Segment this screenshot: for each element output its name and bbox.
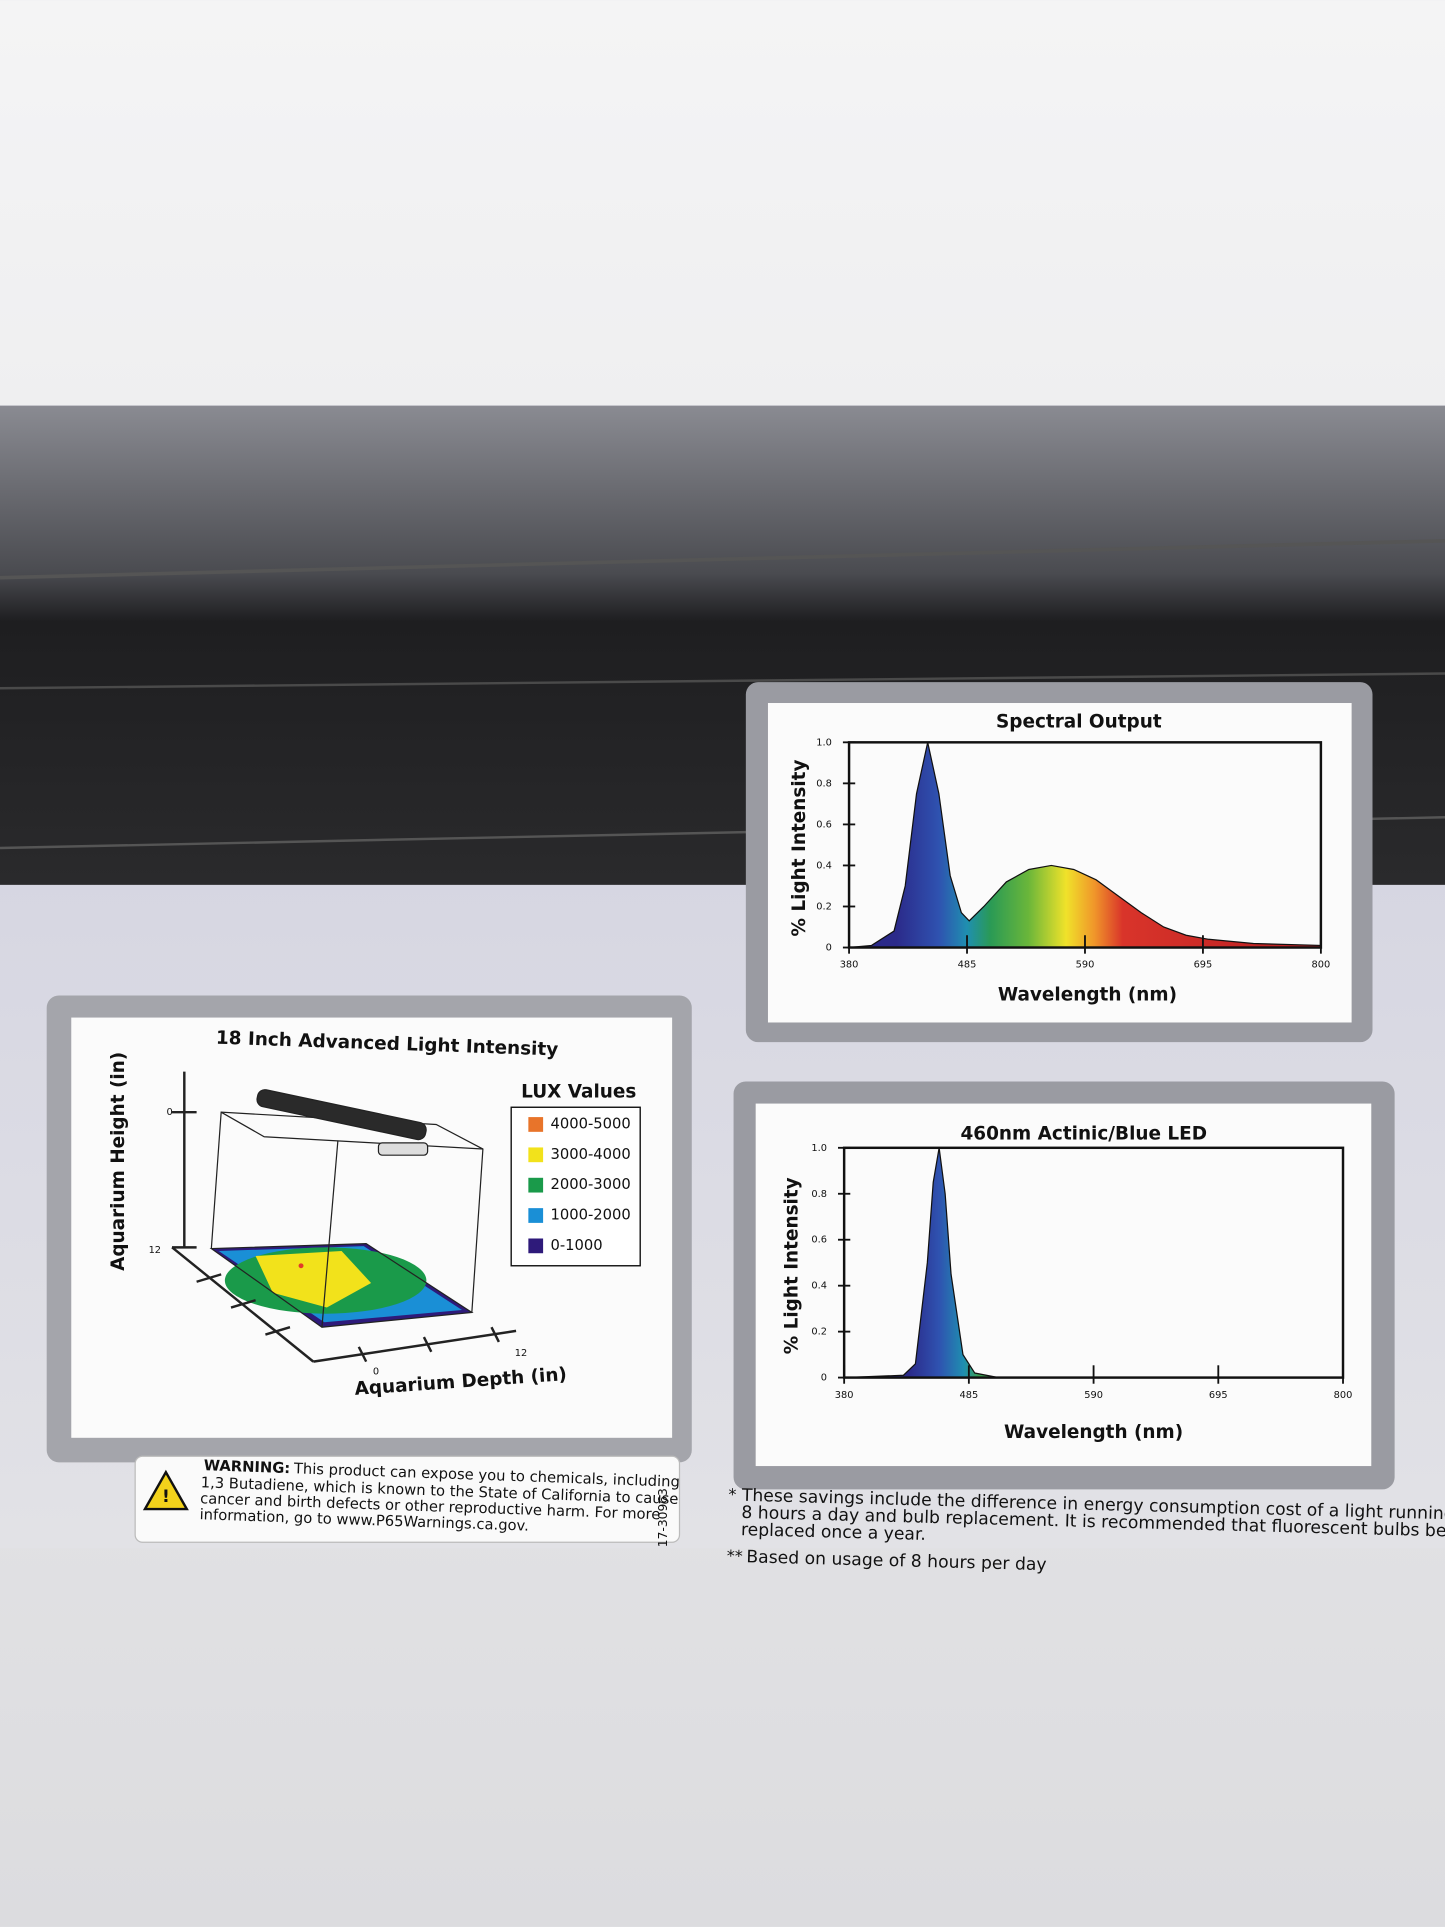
footnotes: * These savings include the difference in… [727, 1485, 1445, 1575]
x-tick-label: 695 [1194, 960, 1213, 971]
warning-box [134, 1455, 681, 1543]
chart-title: 460nm Actinic/Blue LED [960, 1123, 1207, 1144]
y-tick-label: 12 [149, 1245, 162, 1256]
footnote-marker: * [728, 1485, 736, 1504]
footnote-marker: ** [727, 1546, 743, 1565]
y-tick-label: 0.8 [811, 1189, 827, 1200]
bar-groove [0, 538, 1445, 580]
y-tick-label: 0 [821, 1373, 827, 1384]
legend-swatch [528, 1238, 544, 1254]
y-tick-label: 0.2 [811, 1327, 827, 1338]
x-tick-label: 800 [1334, 1390, 1353, 1401]
card [767, 703, 1352, 1023]
x-tick-label: 590 [1084, 1390, 1103, 1401]
y-tick-label: 0.6 [811, 1235, 827, 1246]
spectrum-area [849, 742, 1322, 949]
legend-label: 4000-5000 [550, 1115, 630, 1132]
footnote-line: replaced once a year. [741, 1520, 926, 1545]
x-tick-label: 0 [373, 1366, 379, 1377]
y-tick-label: 0.4 [816, 860, 832, 871]
y-axis-label: % Light Intensity [782, 1177, 803, 1354]
legend-label: 1000-2000 [550, 1207, 630, 1224]
y-tick-label: 0.4 [811, 1281, 827, 1292]
x-axis-label: Wavelength (nm) [998, 984, 1177, 1005]
legend-swatch [528, 1177, 544, 1193]
x-tick-label: 380 [835, 1390, 854, 1401]
legend-label: 0-1000 [550, 1237, 602, 1254]
legend-swatch [528, 1117, 544, 1132]
y-tick-label: 0.6 [816, 819, 832, 830]
x-tick-label: 485 [958, 960, 977, 971]
bar-groove [0, 672, 1445, 690]
x-tick-label: 485 [959, 1390, 978, 1401]
warning-label: WARNING: [203, 1457, 290, 1477]
card [755, 1103, 1372, 1467]
x-tick-label: 695 [1209, 1390, 1228, 1401]
x-tick-label: 380 [840, 960, 859, 971]
y-tick-label: 0 [826, 943, 832, 954]
y-tick-label: 1.0 [816, 737, 832, 748]
y-tick-label: 0.2 [816, 901, 832, 912]
legend-swatch [528, 1147, 544, 1163]
legend-label: 2000-3000 [550, 1176, 630, 1193]
legend-label: 3000-4000 [550, 1146, 630, 1163]
x-tick-label: 800 [1312, 960, 1331, 971]
warning-icon [142, 1469, 189, 1511]
part-number: 17-30963 [656, 1488, 670, 1547]
y-tick-label: 1.0 [811, 1143, 827, 1154]
tank-diagram [171, 1071, 641, 1363]
x-axis-label: Wavelength (nm) [1004, 1422, 1183, 1443]
legend-swatch [528, 1208, 544, 1223]
y-tick-label: 0.8 [816, 778, 832, 789]
y-axis-label: % Light Intensity [789, 760, 810, 937]
legend-title: LUX Values [521, 1082, 636, 1103]
chart-title: Spectral Output [996, 712, 1162, 733]
x-tick-label: 12 [515, 1348, 528, 1359]
warning-icon-mark: ! [162, 1487, 170, 1507]
legend-frame [510, 1106, 641, 1267]
x-tick-label: 590 [1076, 960, 1095, 971]
y-tick-label: 0 [166, 1107, 172, 1118]
y-axis-label: Aquarium Height (in) [108, 1052, 129, 1271]
